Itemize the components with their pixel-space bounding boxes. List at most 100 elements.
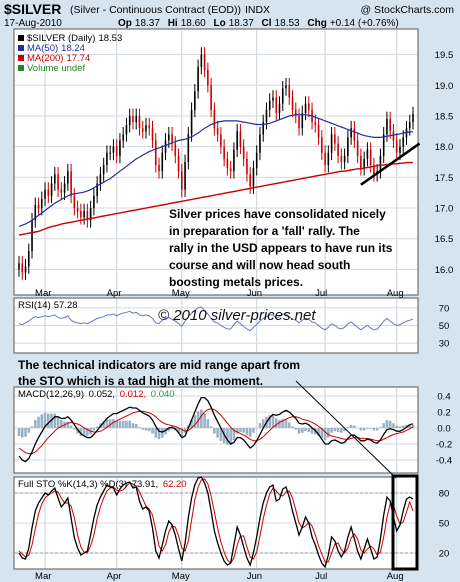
candle-body bbox=[207, 69, 209, 86]
macd-histogram-bar bbox=[323, 428, 327, 440]
macd-histogram-bar bbox=[310, 428, 314, 434]
macd-histogram-bar bbox=[343, 428, 346, 432]
candle-body bbox=[109, 152, 111, 154]
macd-histogram-bar bbox=[170, 428, 174, 430]
macd-histogram-bar bbox=[128, 420, 132, 428]
price-x-tick-label: Aug bbox=[387, 288, 404, 299]
sto-y-tick-label: 50 bbox=[439, 519, 450, 530]
macd-histogram-bar bbox=[375, 428, 379, 431]
candle-body bbox=[213, 109, 216, 129]
macd-histogram-bar bbox=[115, 420, 118, 428]
candle-body bbox=[386, 119, 388, 135]
macd-histogram-bar bbox=[47, 413, 50, 428]
candle-body bbox=[330, 134, 333, 153]
price-y-tick-label: 18.5 bbox=[435, 111, 454, 122]
price-y-tick-label: 18.0 bbox=[435, 142, 454, 153]
candle-body bbox=[164, 140, 167, 153]
macd-histogram-bar bbox=[369, 428, 372, 429]
macd-histogram-bar bbox=[385, 420, 389, 428]
legend-swatch-price bbox=[18, 35, 24, 41]
candle-body bbox=[334, 134, 336, 144]
macd-histogram-bar bbox=[56, 416, 60, 428]
rsi-y-tick-label: 50 bbox=[439, 321, 450, 332]
candle-body bbox=[194, 91, 196, 110]
macd-histogram-bar bbox=[411, 424, 415, 428]
candle-body bbox=[220, 134, 222, 147]
macd-histogram-bar bbox=[340, 428, 343, 433]
legend-volume: Volume undef bbox=[27, 63, 85, 74]
candle-body bbox=[31, 220, 33, 252]
candle-body bbox=[268, 100, 271, 110]
macd-histogram-bar bbox=[320, 428, 324, 439]
price-note-line-3: rally in the USD appears to have run its bbox=[169, 241, 393, 255]
symbol-description: (Silver - Continuous Contract (EOD)) INDX bbox=[70, 4, 270, 16]
macd-legend: MACD(12,26,9) 0.052, 0.012, 0.040 bbox=[18, 389, 175, 400]
candle-body bbox=[158, 165, 160, 172]
candle-body bbox=[366, 149, 369, 159]
candle-body bbox=[21, 263, 24, 273]
symbol-title: $SILVER bbox=[4, 1, 61, 17]
candle-body bbox=[340, 155, 343, 162]
macd-histogram-bar bbox=[359, 428, 363, 431]
macd-histogram-bar bbox=[69, 425, 73, 428]
legend-ma200-value: 17.74 bbox=[66, 53, 90, 64]
candle-body bbox=[304, 103, 307, 113]
candle-body bbox=[177, 155, 180, 172]
macd-histogram-bar bbox=[327, 428, 330, 438]
macd-histogram-bar bbox=[226, 428, 229, 445]
macd-histogram-bar bbox=[147, 428, 151, 432]
candle-body bbox=[288, 85, 291, 98]
macd-histogram-bar bbox=[60, 420, 63, 428]
price-x-tick-label: Mar bbox=[35, 288, 51, 299]
candle-body bbox=[392, 131, 395, 141]
price-x-tick-label: Jul bbox=[315, 288, 327, 299]
macd-histogram-bar bbox=[330, 428, 333, 433]
macd-histogram-bar bbox=[30, 426, 34, 428]
macd-histogram-bar bbox=[392, 423, 395, 428]
macd-histogram-bar bbox=[235, 428, 239, 434]
macd-histogram-bar bbox=[125, 420, 128, 428]
hi-value: 18.60 bbox=[181, 18, 206, 29]
macd-y-tick-label: -0.2 bbox=[436, 440, 452, 451]
date-text: 17-Aug-2010 bbox=[4, 18, 62, 29]
candle-body bbox=[60, 189, 63, 193]
macd-histogram-bar bbox=[144, 428, 148, 431]
candle-body bbox=[190, 109, 193, 135]
macd-histogram-bar bbox=[268, 415, 272, 428]
candle-body bbox=[262, 122, 265, 135]
macd-histogram-bar bbox=[291, 426, 294, 428]
candle-body bbox=[132, 115, 134, 123]
candle-body bbox=[249, 174, 251, 187]
legend-ma50-value: 18.24 bbox=[61, 43, 85, 54]
lo-label: Lo bbox=[214, 18, 226, 29]
price-note-line-4: course and will now head south bbox=[169, 258, 350, 272]
legend-ma50-name: MA(50) bbox=[27, 43, 58, 54]
macd-histogram-bar bbox=[196, 411, 200, 428]
legend-price-value: 18.53 bbox=[98, 33, 122, 44]
candle-body bbox=[47, 189, 50, 196]
candle-body bbox=[99, 174, 102, 184]
candle-body bbox=[353, 128, 356, 141]
candle-body bbox=[379, 155, 382, 172]
rsi-line bbox=[18, 306, 414, 332]
macd-histogram-bar bbox=[271, 415, 275, 428]
macd-histogram-bar bbox=[200, 409, 203, 428]
candle-body bbox=[314, 122, 317, 126]
candle-body bbox=[76, 208, 79, 212]
callout-pointer bbox=[295, 380, 397, 479]
candle-body bbox=[360, 155, 362, 169]
macd-histogram-bar bbox=[287, 422, 291, 428]
candle-body bbox=[229, 168, 232, 172]
candle-body bbox=[343, 155, 346, 162]
candle-body bbox=[86, 211, 89, 221]
watermark-text: © 2010 silver-prices.net bbox=[158, 307, 316, 324]
macd-histogram-bar bbox=[190, 420, 193, 428]
chg-value: +0.14 (+0.76%) bbox=[330, 18, 399, 29]
candle-body bbox=[281, 88, 284, 104]
macd-histogram-bar bbox=[112, 419, 115, 428]
hi-label: Hi bbox=[168, 18, 178, 29]
macd-histogram-bar bbox=[401, 425, 405, 428]
sto-y-tick-label: 80 bbox=[439, 489, 450, 500]
macd-histogram-bar bbox=[105, 419, 109, 428]
indicator-note-line-1: The technical indicators are mid range a… bbox=[18, 358, 300, 372]
